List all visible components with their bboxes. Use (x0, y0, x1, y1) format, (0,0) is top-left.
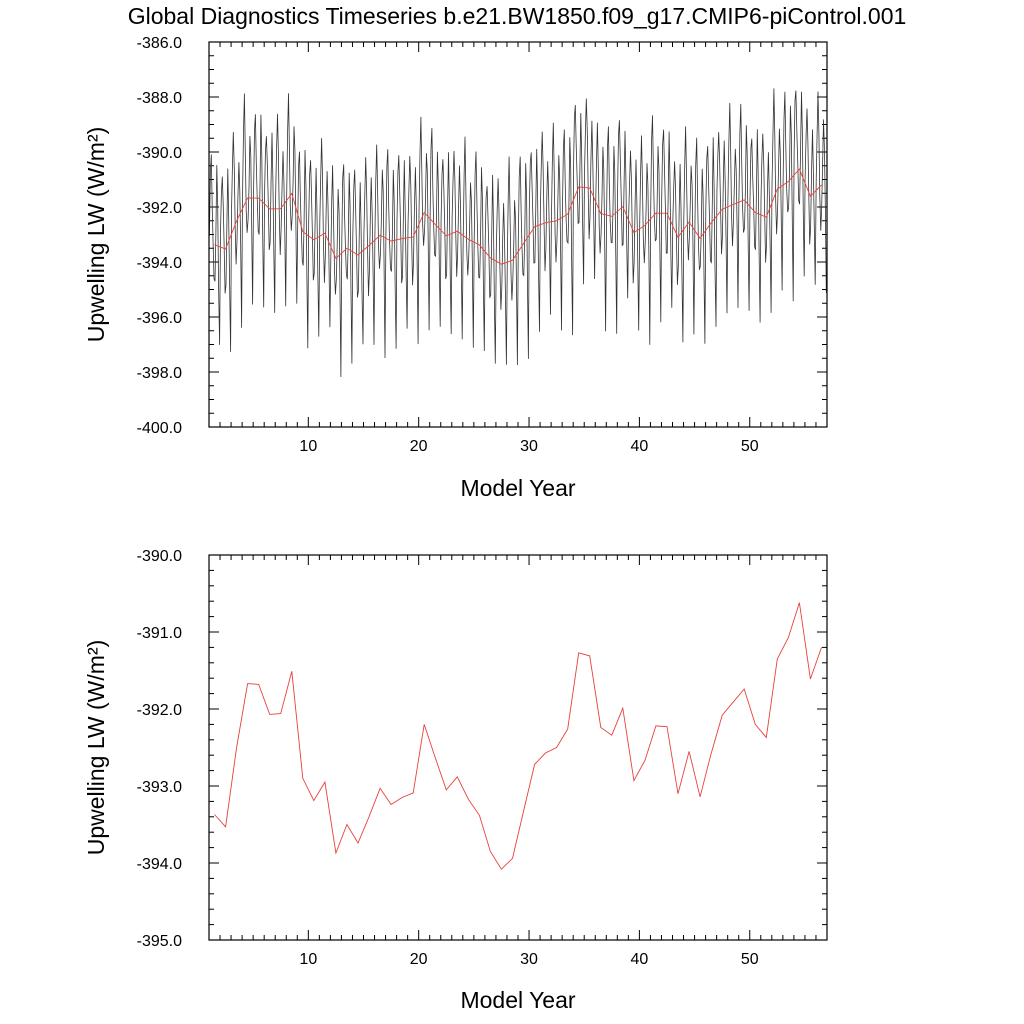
figure-title: Global Diagnostics Timeseries b.e21.BW18… (128, 3, 907, 29)
x-tick-label: 50 (741, 438, 759, 455)
y-tick-label: -386.0 (137, 35, 182, 52)
x-tick-label: 20 (410, 438, 428, 455)
x-tick-label: 20 (410, 951, 428, 968)
x-tick-label: 10 (299, 951, 317, 968)
y-tick-label: -398.0 (137, 365, 182, 382)
monthly-series-line (209, 88, 827, 378)
y-axis-label: Upwelling LW (W/m²) (83, 127, 109, 343)
x-axis-label: Model Year (460, 475, 575, 501)
x-tick-label: 30 (520, 438, 538, 455)
annual-mean-line (214, 168, 822, 265)
y-tick-label: -390.0 (137, 548, 182, 565)
axis-ticks (208, 554, 828, 941)
x-tick-label: 10 (299, 438, 317, 455)
top-panel: 10 20 30 40 50 -400.0 -398.0 -396.0 -394.0 -392.0… (83, 35, 828, 501)
y-axis-label: Upwelling LW (W/m²) (83, 640, 109, 856)
x-tick-label: 50 (741, 951, 759, 968)
y-tick-label: -393.0 (137, 779, 182, 796)
y-tick-label: -391.0 (137, 625, 182, 642)
plot-frame (208, 554, 828, 941)
y-tick-label: -392.0 (137, 200, 182, 217)
annual-mean-line (214, 602, 822, 870)
y-tick-label: -390.0 (137, 145, 182, 162)
bottom-panel: 10 20 30 40 50 -395.0 -394.0 -393.0 -392.0 -391.0… (83, 548, 828, 1013)
x-tick-label: 40 (630, 951, 648, 968)
y-tick-label: -396.0 (137, 310, 182, 327)
x-axis-label: Model Year (460, 987, 575, 1013)
y-tick-label: -392.0 (137, 702, 182, 719)
y-tick-label: -394.0 (137, 255, 182, 272)
x-tick-label: 30 (520, 951, 538, 968)
y-tick-label: -394.0 (137, 856, 182, 873)
y-tick-label: -400.0 (137, 420, 182, 437)
y-tick-label: -395.0 (137, 933, 182, 950)
y-tick-label: -388.0 (137, 90, 182, 107)
x-tick-label: 40 (630, 438, 648, 455)
axis-ticks (208, 41, 828, 428)
plot-frame (208, 41, 828, 428)
